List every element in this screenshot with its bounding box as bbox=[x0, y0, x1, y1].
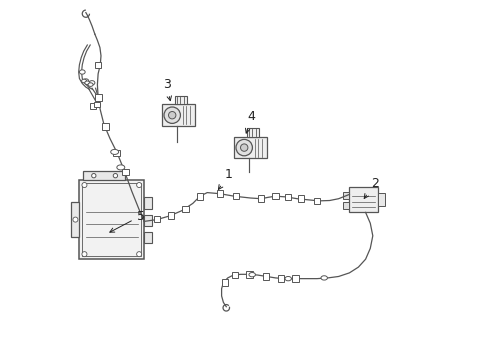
Bar bbox=[246, 128, 259, 137]
Bar bbox=[278, 275, 284, 282]
Bar bbox=[197, 193, 203, 200]
Bar bbox=[263, 273, 269, 280]
Text: 2: 2 bbox=[364, 177, 379, 198]
Bar bbox=[246, 271, 253, 278]
Text: 3: 3 bbox=[163, 78, 172, 101]
Bar bbox=[90, 103, 96, 109]
Circle shape bbox=[82, 183, 87, 188]
Text: 1: 1 bbox=[219, 168, 233, 189]
Ellipse shape bbox=[85, 81, 90, 85]
Circle shape bbox=[137, 252, 142, 257]
Bar bbox=[217, 190, 223, 197]
Ellipse shape bbox=[117, 165, 125, 170]
Ellipse shape bbox=[89, 81, 95, 85]
Ellipse shape bbox=[88, 83, 93, 86]
Ellipse shape bbox=[321, 276, 327, 280]
Text: 4: 4 bbox=[245, 111, 255, 133]
Bar bbox=[144, 197, 152, 208]
Ellipse shape bbox=[249, 273, 255, 277]
Circle shape bbox=[236, 139, 252, 156]
Bar bbox=[72, 202, 79, 237]
Bar bbox=[95, 94, 102, 101]
Bar bbox=[182, 206, 189, 212]
Bar bbox=[82, 183, 141, 256]
Circle shape bbox=[137, 183, 142, 188]
Ellipse shape bbox=[111, 149, 119, 154]
Bar bbox=[285, 194, 292, 200]
Bar bbox=[122, 169, 129, 175]
Bar bbox=[378, 193, 385, 206]
Bar bbox=[144, 232, 152, 243]
Ellipse shape bbox=[83, 79, 89, 83]
Circle shape bbox=[82, 252, 87, 257]
Bar bbox=[94, 102, 99, 107]
Bar bbox=[113, 150, 120, 156]
Bar bbox=[168, 212, 174, 219]
Bar bbox=[314, 198, 320, 204]
Circle shape bbox=[169, 112, 176, 119]
Bar bbox=[153, 216, 160, 222]
Bar bbox=[233, 193, 239, 199]
Bar bbox=[102, 123, 109, 130]
Ellipse shape bbox=[81, 79, 87, 83]
Bar bbox=[79, 180, 144, 259]
Circle shape bbox=[113, 174, 118, 178]
Bar bbox=[83, 171, 125, 180]
Bar bbox=[258, 195, 265, 202]
Ellipse shape bbox=[79, 70, 85, 74]
Circle shape bbox=[92, 174, 96, 178]
Bar bbox=[349, 187, 378, 212]
Circle shape bbox=[241, 144, 248, 151]
Bar bbox=[222, 279, 228, 286]
Bar bbox=[232, 272, 238, 278]
Bar bbox=[297, 195, 304, 202]
Bar bbox=[174, 96, 187, 104]
Circle shape bbox=[73, 217, 78, 222]
Bar bbox=[144, 215, 152, 226]
Bar bbox=[162, 104, 195, 126]
Bar bbox=[95, 62, 101, 68]
Bar bbox=[234, 137, 267, 158]
Text: 5: 5 bbox=[110, 210, 145, 232]
Ellipse shape bbox=[285, 276, 292, 281]
Bar bbox=[292, 275, 298, 282]
Bar bbox=[343, 202, 349, 209]
Circle shape bbox=[164, 107, 180, 123]
Bar bbox=[343, 192, 349, 199]
Bar bbox=[272, 193, 279, 199]
